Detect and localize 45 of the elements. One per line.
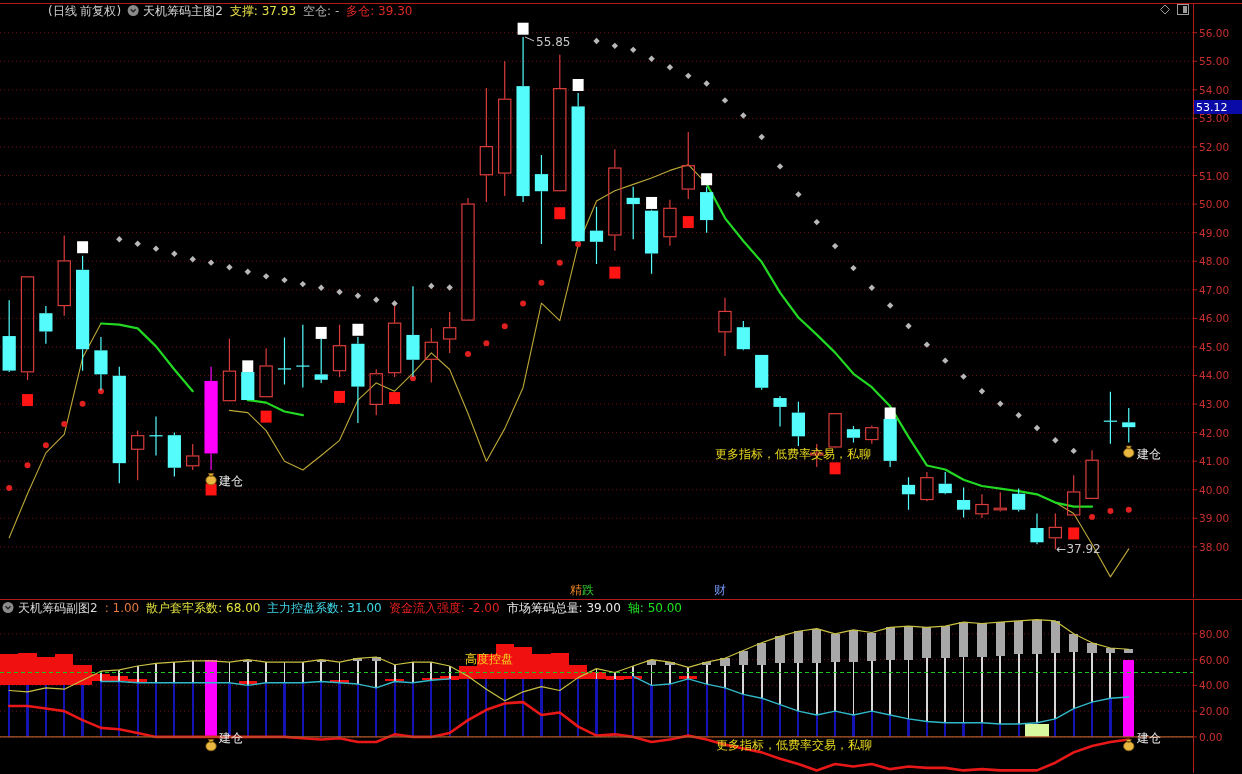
annotation: : 1.00 — [104, 601, 140, 615]
y-tick-label: 55.00 — [1199, 55, 1230, 68]
text: 53.12 — [1196, 100, 1228, 114]
y-tick-label: 47.00 — [1199, 283, 1230, 296]
y-tick-label: 40.00 — [1199, 483, 1230, 496]
annotation: 资金流入强度: -2.00 — [388, 601, 500, 615]
y-tick-label: 43.00 — [1199, 398, 1230, 411]
annotation: 55.85 — [536, 34, 571, 49]
annotation: 多仓: 39.30 — [346, 4, 413, 18]
y-tick-label: 44.00 — [1199, 369, 1230, 382]
y-tick-label: 54.00 — [1199, 83, 1230, 96]
y-tick-label: 48.00 — [1199, 255, 1230, 268]
annotation: 轴: 50.00 — [627, 601, 682, 615]
y-tick-label: 0.00 — [1199, 730, 1223, 743]
y-tick-label: 41.00 — [1199, 455, 1230, 468]
y-tick-label: 49.00 — [1199, 226, 1230, 239]
annotation: 高度控盘 — [465, 652, 513, 666]
y-tick-label: 60.00 — [1199, 653, 1230, 666]
y-tick-label: 20.00 — [1199, 705, 1230, 718]
chart-title: 天机筹码主图2 — [143, 4, 223, 18]
y-tick-label: 56.00 — [1199, 26, 1230, 39]
y-tick-label: 40.00 — [1199, 679, 1230, 692]
annotation: 支撑: 37.93 — [229, 4, 297, 18]
annotation: 主力控盘系数: 31.00 — [267, 601, 382, 615]
chart-title: 天机筹码副图2 — [18, 601, 98, 615]
y-tick-label: 46.00 — [1199, 312, 1230, 325]
y-tick-label: 53.00 — [1199, 112, 1230, 125]
annotation: 建仓 — [218, 474, 244, 489]
annotation: 空仓: - — [303, 4, 340, 18]
chart-subtitle: (日线 前复权) — [48, 4, 122, 18]
annotation: 散户套牢系数: 68.00 — [146, 601, 261, 615]
annotation: 建仓 — [1135, 731, 1161, 745]
y-tick-label: 45.00 — [1199, 340, 1230, 353]
y-tick-label: 51.00 — [1199, 169, 1230, 182]
annotation: 建仓 — [1135, 446, 1161, 461]
y-tick-label: 52.00 — [1199, 140, 1230, 153]
y-tick-label: 50.00 — [1199, 198, 1230, 211]
y-tick-label: 80.00 — [1199, 627, 1230, 640]
y-tick-label: 42.00 — [1199, 426, 1230, 439]
y-tick-label: 39.00 — [1199, 512, 1230, 525]
annotation: 市场筹码总量: 39.00 — [506, 601, 621, 615]
annotation: 精跌 — [570, 583, 594, 597]
annotation: 更多指标，低费率交易，私聊 — [715, 447, 871, 461]
y-tick-label: 38.00 — [1199, 540, 1230, 553]
annotation: 财 — [714, 583, 726, 597]
